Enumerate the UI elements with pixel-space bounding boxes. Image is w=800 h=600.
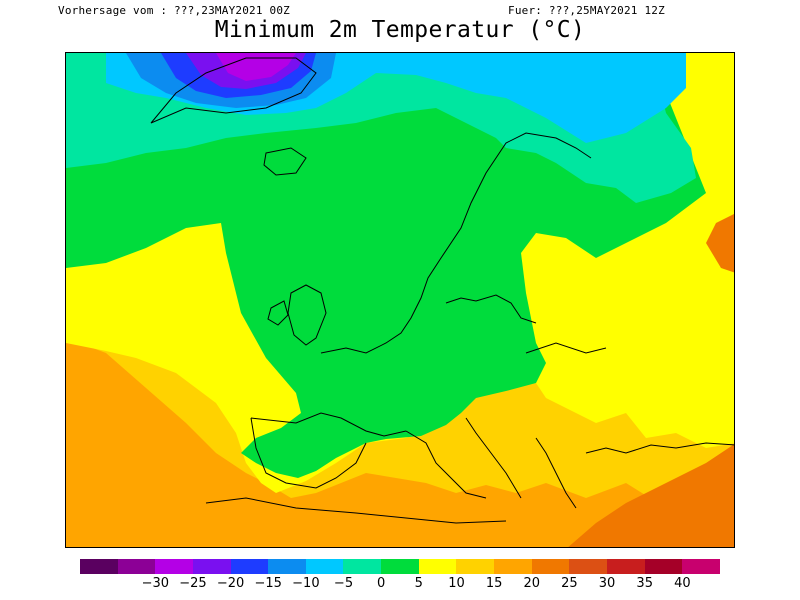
band-10-area bbox=[66, 53, 706, 478]
legend-color-box bbox=[343, 559, 382, 574]
legend-color-box bbox=[230, 559, 269, 574]
legend-color-box bbox=[268, 559, 306, 574]
legend-color-box bbox=[418, 559, 457, 574]
legend-label: 35 bbox=[636, 576, 653, 591]
band-30-area-east bbox=[568, 444, 734, 547]
forecast-init-time: Vorhersage vom : ???,23MAY2021 00Z bbox=[58, 4, 290, 17]
legend-color-box bbox=[456, 559, 495, 574]
legend-color-box bbox=[606, 559, 645, 574]
legend-color-box bbox=[192, 559, 231, 574]
legend-color-box bbox=[305, 559, 344, 574]
map-canvas bbox=[66, 53, 734, 547]
color-legend bbox=[80, 559, 720, 574]
coastlines bbox=[150, 57, 734, 524]
legend-color-box bbox=[381, 559, 419, 574]
forecast-valid-time: Fuer: ???,25MAY2021 12Z bbox=[508, 4, 665, 17]
legend-label: 20 bbox=[523, 576, 541, 591]
legend-color-box bbox=[155, 559, 193, 574]
legend-label: −20 bbox=[216, 576, 245, 591]
legend-label: 30 bbox=[598, 576, 616, 591]
temperature-map bbox=[65, 52, 735, 548]
legend-label: 0 bbox=[377, 576, 386, 591]
legend-label: −5 bbox=[333, 576, 354, 591]
legend-label: 40 bbox=[674, 576, 691, 591]
band-30-area-east-top bbox=[706, 214, 734, 273]
band-minus20-area bbox=[216, 53, 296, 81]
legend-color-box bbox=[682, 559, 720, 574]
legend-label: −15 bbox=[254, 576, 282, 591]
legend-label: 10 bbox=[448, 576, 465, 591]
legend-label: 25 bbox=[561, 576, 578, 591]
legend-color-box bbox=[644, 559, 683, 574]
legend-color-box bbox=[117, 559, 156, 574]
legend-label: −10 bbox=[292, 576, 320, 591]
legend-color-box bbox=[569, 559, 607, 574]
map-title: Minimum 2m Temperatur (°C) bbox=[214, 17, 586, 43]
legend-label: 5 bbox=[414, 576, 423, 591]
legend-label: 15 bbox=[485, 576, 503, 591]
legend-color-box bbox=[531, 559, 570, 574]
legend-color-box bbox=[494, 559, 532, 574]
legend-label: −30 bbox=[141, 576, 169, 591]
legend-color-box bbox=[80, 559, 118, 574]
color-legend-labels: −30 −25 −20 −15 −10 −5 0 5 10 15 20 25 30 35 40 bbox=[80, 576, 720, 592]
legend-label: −25 bbox=[179, 576, 207, 591]
